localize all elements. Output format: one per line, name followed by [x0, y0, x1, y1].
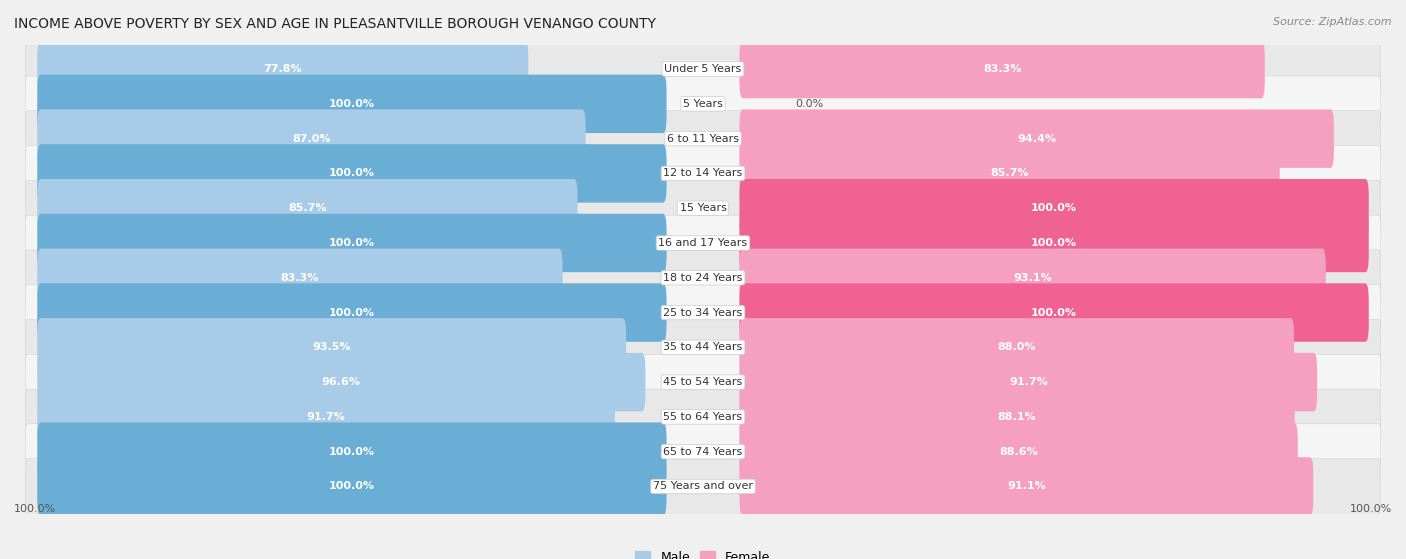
FancyBboxPatch shape: [25, 250, 1381, 306]
Text: 100.0%: 100.0%: [1350, 504, 1392, 514]
Text: 100.0%: 100.0%: [329, 447, 375, 457]
Text: 93.1%: 93.1%: [1014, 273, 1052, 283]
Text: 55 to 64 Years: 55 to 64 Years: [664, 412, 742, 422]
Text: 18 to 24 Years: 18 to 24 Years: [664, 273, 742, 283]
FancyBboxPatch shape: [740, 388, 1295, 446]
FancyBboxPatch shape: [37, 283, 666, 342]
Text: 85.7%: 85.7%: [990, 168, 1029, 178]
Text: 15 Years: 15 Years: [679, 203, 727, 213]
Text: 5 Years: 5 Years: [683, 99, 723, 109]
FancyBboxPatch shape: [37, 75, 666, 133]
Text: 93.5%: 93.5%: [312, 342, 352, 352]
FancyBboxPatch shape: [740, 353, 1317, 411]
FancyBboxPatch shape: [740, 144, 1279, 202]
Text: 91.7%: 91.7%: [1010, 377, 1047, 387]
FancyBboxPatch shape: [25, 320, 1381, 375]
Text: 91.7%: 91.7%: [307, 412, 346, 422]
Text: 75 Years and over: 75 Years and over: [652, 481, 754, 491]
Text: 100.0%: 100.0%: [329, 307, 375, 318]
Text: 35 to 44 Years: 35 to 44 Years: [664, 342, 742, 352]
Text: 45 to 54 Years: 45 to 54 Years: [664, 377, 742, 387]
Text: 88.6%: 88.6%: [1000, 447, 1038, 457]
Text: 87.0%: 87.0%: [292, 134, 330, 144]
Text: 0.0%: 0.0%: [796, 99, 824, 109]
Text: 83.3%: 83.3%: [281, 273, 319, 283]
Text: Under 5 Years: Under 5 Years: [665, 64, 741, 74]
Text: 96.6%: 96.6%: [322, 377, 361, 387]
Text: 85.7%: 85.7%: [288, 203, 326, 213]
FancyBboxPatch shape: [37, 423, 666, 481]
FancyBboxPatch shape: [740, 249, 1326, 307]
FancyBboxPatch shape: [740, 457, 1313, 515]
FancyBboxPatch shape: [25, 76, 1381, 132]
FancyBboxPatch shape: [37, 144, 666, 202]
FancyBboxPatch shape: [25, 354, 1381, 410]
Text: 100.0%: 100.0%: [1031, 203, 1077, 213]
FancyBboxPatch shape: [740, 179, 1369, 238]
FancyBboxPatch shape: [25, 41, 1381, 97]
FancyBboxPatch shape: [37, 457, 666, 515]
FancyBboxPatch shape: [740, 110, 1334, 168]
FancyBboxPatch shape: [37, 40, 529, 98]
FancyBboxPatch shape: [25, 215, 1381, 271]
FancyBboxPatch shape: [37, 249, 562, 307]
Text: 100.0%: 100.0%: [329, 238, 375, 248]
Text: 100.0%: 100.0%: [14, 504, 56, 514]
Text: 12 to 14 Years: 12 to 14 Years: [664, 168, 742, 178]
Text: 100.0%: 100.0%: [329, 481, 375, 491]
Text: INCOME ABOVE POVERTY BY SEX AND AGE IN PLEASANTVILLE BOROUGH VENANGO COUNTY: INCOME ABOVE POVERTY BY SEX AND AGE IN P…: [14, 17, 657, 31]
Text: 16 and 17 Years: 16 and 17 Years: [658, 238, 748, 248]
Legend: Male, Female: Male, Female: [630, 546, 776, 559]
Text: 100.0%: 100.0%: [329, 168, 375, 178]
Text: 25 to 34 Years: 25 to 34 Years: [664, 307, 742, 318]
Text: 100.0%: 100.0%: [1031, 307, 1077, 318]
Text: 100.0%: 100.0%: [1031, 238, 1077, 248]
Text: 88.1%: 88.1%: [998, 412, 1036, 422]
FancyBboxPatch shape: [37, 318, 626, 377]
Text: 83.3%: 83.3%: [983, 64, 1021, 74]
FancyBboxPatch shape: [740, 283, 1369, 342]
FancyBboxPatch shape: [740, 40, 1265, 98]
FancyBboxPatch shape: [25, 111, 1381, 167]
FancyBboxPatch shape: [25, 458, 1381, 514]
FancyBboxPatch shape: [25, 285, 1381, 340]
FancyBboxPatch shape: [25, 389, 1381, 445]
FancyBboxPatch shape: [37, 388, 614, 446]
FancyBboxPatch shape: [37, 214, 666, 272]
FancyBboxPatch shape: [25, 145, 1381, 201]
FancyBboxPatch shape: [37, 179, 578, 238]
Text: 77.8%: 77.8%: [263, 64, 302, 74]
FancyBboxPatch shape: [37, 110, 586, 168]
FancyBboxPatch shape: [740, 423, 1298, 481]
FancyBboxPatch shape: [25, 424, 1381, 480]
Text: 6 to 11 Years: 6 to 11 Years: [666, 134, 740, 144]
FancyBboxPatch shape: [25, 181, 1381, 236]
Text: 65 to 74 Years: 65 to 74 Years: [664, 447, 742, 457]
Text: 100.0%: 100.0%: [329, 99, 375, 109]
FancyBboxPatch shape: [740, 214, 1369, 272]
FancyBboxPatch shape: [37, 353, 645, 411]
Text: 94.4%: 94.4%: [1017, 134, 1056, 144]
Text: Source: ZipAtlas.com: Source: ZipAtlas.com: [1274, 17, 1392, 27]
Text: 88.0%: 88.0%: [997, 342, 1036, 352]
Text: 91.1%: 91.1%: [1007, 481, 1046, 491]
FancyBboxPatch shape: [740, 318, 1294, 377]
